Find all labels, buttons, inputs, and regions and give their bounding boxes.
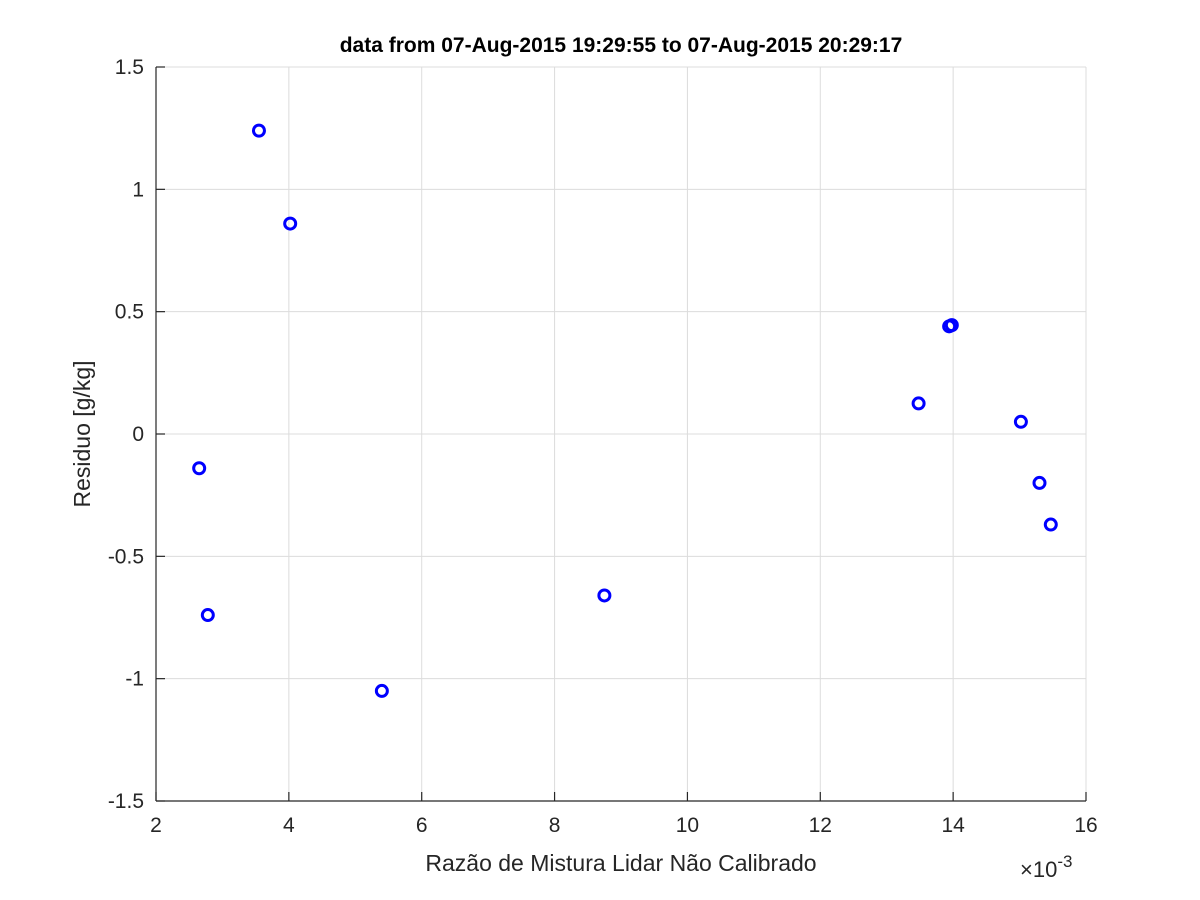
data-point xyxy=(192,461,207,476)
x-tick-label: 2 xyxy=(150,814,162,837)
data-point xyxy=(911,396,926,411)
x-tick-label: 10 xyxy=(676,814,699,837)
x-tick-label: 12 xyxy=(809,814,832,837)
data-point xyxy=(283,216,298,231)
data-point xyxy=(597,588,612,603)
x-tick-label: 14 xyxy=(941,814,965,837)
y-tick-label: -1.5 xyxy=(108,790,144,813)
y-tick-label: 0 xyxy=(132,423,144,446)
y-tick-label: -1 xyxy=(125,668,144,691)
y-tick-label: 1 xyxy=(132,178,144,201)
y-tick-label: -0.5 xyxy=(108,545,144,568)
x-exponent-power: -3 xyxy=(1057,852,1072,871)
x-exponent-base: ×10 xyxy=(1020,857,1057,882)
grid-lines xyxy=(156,67,1086,801)
x-exponent-label: ×10-3 xyxy=(1020,852,1072,882)
x-tick-label: 4 xyxy=(283,814,295,837)
tick-labels: 2 4 6 8 10 12 14 16 -1.5 -1 -0.5 0 0.5 1 1.5 xyxy=(108,56,1098,837)
data-point xyxy=(374,683,389,698)
y-axis-label: Residuo [g/kg] xyxy=(69,360,95,507)
data-point xyxy=(1043,517,1058,532)
y-tick-label: 1.5 xyxy=(115,56,144,79)
data-point xyxy=(1013,414,1028,429)
x-tick-label: 16 xyxy=(1074,814,1097,837)
data-point xyxy=(200,608,215,623)
x-tick-label: 6 xyxy=(416,814,428,837)
data-point xyxy=(251,123,266,138)
chart-title: data from 07-Aug-2015 19:29:55 to 07-Aug… xyxy=(340,34,903,57)
data-point xyxy=(1032,475,1047,490)
x-tick-label: 8 xyxy=(549,814,561,837)
axes xyxy=(155,66,1087,802)
data-point xyxy=(944,318,959,333)
x-axis-label: Razão de Mistura Lidar Não Calibrado xyxy=(425,850,816,876)
data-points xyxy=(192,123,1058,698)
y-tick-label: 0.5 xyxy=(115,301,144,324)
